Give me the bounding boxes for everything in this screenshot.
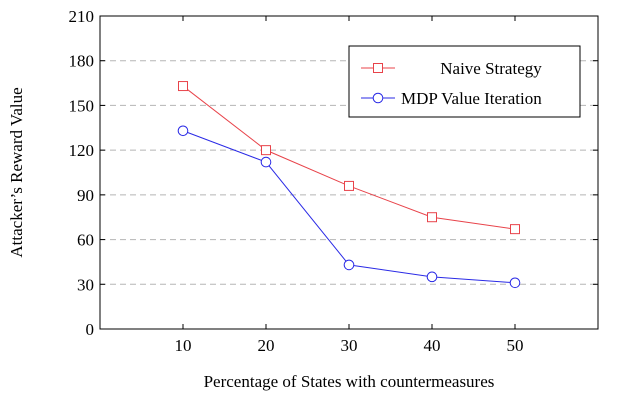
legend: Naive Strategy MDP Value Iteration xyxy=(348,45,581,118)
y-tick-label: 30 xyxy=(77,275,94,294)
data-point-square xyxy=(427,212,437,223)
x-tick-label: 30 xyxy=(341,336,358,355)
data-point-square xyxy=(261,145,271,156)
x-tick-label: 20 xyxy=(258,336,275,355)
y-tick-label: 90 xyxy=(77,186,94,205)
data-point-square xyxy=(344,180,354,191)
x-tick-label: 50 xyxy=(507,336,524,355)
axis-ticks: 0 30 60 90 120 150 180 210 10 20 30 40 50 xyxy=(69,7,598,355)
data-point-circle xyxy=(260,156,272,168)
y-tick-label: 180 xyxy=(69,52,95,71)
y-tick-label: 0 xyxy=(86,320,95,339)
data-point-circle xyxy=(177,125,189,137)
y-tick-label: 120 xyxy=(69,141,95,160)
y-axis-label: Attacker’s Reward Value xyxy=(7,87,26,257)
legend-marker-square xyxy=(373,63,383,73)
legend-marker-circle xyxy=(372,92,384,104)
data-point-circle xyxy=(426,271,438,283)
x-tick-label: 10 xyxy=(175,336,192,355)
legend-box xyxy=(348,45,581,118)
data-point-circle xyxy=(343,259,355,271)
legend-label-mdp: MDP Value Iteration xyxy=(401,89,542,108)
plot-series xyxy=(177,81,521,289)
y-tick-label: 210 xyxy=(69,7,95,26)
data-point-circle xyxy=(509,277,521,289)
data-point-square xyxy=(510,224,520,235)
x-axis-label: Percentage of States with countermeasure… xyxy=(204,372,495,391)
data-point-square xyxy=(178,81,188,92)
legend-label-naive: Naive Strategy xyxy=(440,59,542,78)
x-tick-label: 40 xyxy=(424,336,441,355)
y-tick-label: 150 xyxy=(69,96,95,115)
y-tick-label: 60 xyxy=(77,231,94,250)
